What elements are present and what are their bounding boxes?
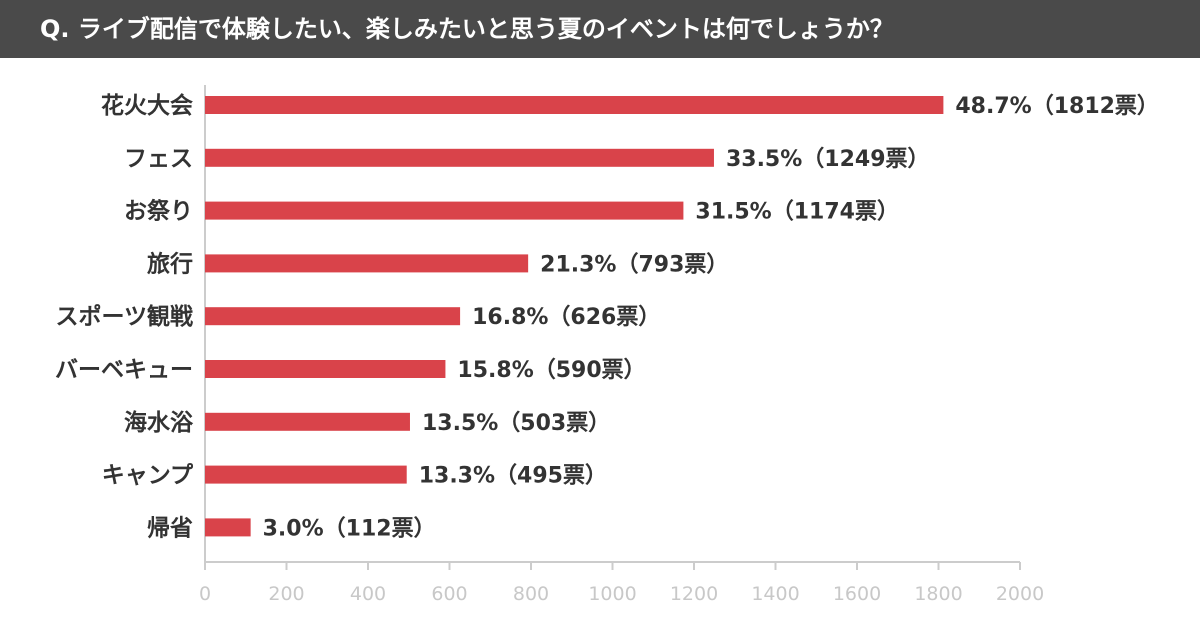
category-label: 海水浴 xyxy=(124,409,194,436)
category-label: スポーツ観戦 xyxy=(55,303,193,330)
bar xyxy=(205,148,714,167)
bar xyxy=(205,201,684,220)
title-bar: Q. ライブ配信で体験したい、楽しみたいと思う夏のイベントは何でしょうか？ xyxy=(0,0,1200,58)
data-label: 33.5%（1249票） xyxy=(726,147,930,172)
x-tick-label: 800 xyxy=(513,583,549,605)
bar xyxy=(205,254,529,273)
data-label: 16.8%（626票） xyxy=(472,305,660,330)
data-label: 13.3%（495票） xyxy=(419,464,607,489)
x-tick-label: 400 xyxy=(350,583,386,605)
x-tick-label: 200 xyxy=(268,583,304,605)
data-label: 3.0%（112票） xyxy=(263,516,436,541)
page-title: Q. ライブ配信で体験したい、楽しみたいと思う夏のイベントは何でしょうか？ xyxy=(40,15,894,43)
bar xyxy=(205,96,944,114)
bar xyxy=(205,307,461,326)
data-label: 15.8%（590票） xyxy=(457,358,645,383)
x-tick-label: 1800 xyxy=(914,583,962,605)
bar xyxy=(205,360,446,378)
data-label: 31.5%（1174票） xyxy=(695,200,899,225)
x-tick-label: 1600 xyxy=(833,583,881,605)
data-label: 21.3%（793票） xyxy=(540,252,728,277)
category-label: バーベキュー xyxy=(55,357,193,383)
bar xyxy=(205,465,407,484)
category-label: 旅行 xyxy=(147,250,193,277)
x-tick-label: 0 xyxy=(199,583,211,605)
x-tick-label: 1200 xyxy=(670,583,718,605)
bar xyxy=(205,412,410,431)
bar xyxy=(205,518,251,537)
data-label: 48.7%（1812票） xyxy=(955,94,1159,119)
category-label: 帰省 xyxy=(147,515,193,541)
data-label: 13.5%（503票） xyxy=(422,411,610,436)
category-label: 花火大会 xyxy=(101,92,193,119)
category-label: キャンプ xyxy=(102,463,194,489)
x-tick-label: 1000 xyxy=(588,583,636,605)
x-tick-label: 600 xyxy=(431,583,467,605)
x-tick-label: 2000 xyxy=(996,583,1044,605)
x-tick-label: 1400 xyxy=(751,583,799,605)
category-label: フェス xyxy=(124,146,193,172)
category-label: お祭り xyxy=(124,198,193,225)
